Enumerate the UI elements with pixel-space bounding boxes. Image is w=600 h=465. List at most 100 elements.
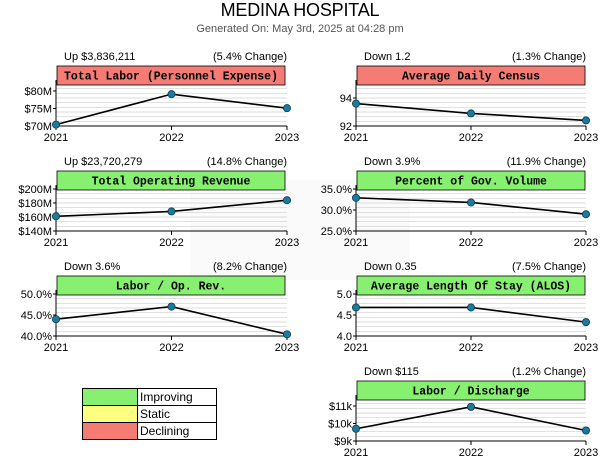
x-tick-label: 2021 xyxy=(344,342,368,354)
chart-title: Average Daily Census xyxy=(402,71,540,84)
data-point xyxy=(167,90,176,99)
data-point xyxy=(52,212,61,221)
chart-panel: Down 3.6% (8.2% Change) Labor / Op. Rev. 50… xyxy=(21,261,299,354)
data-point xyxy=(351,99,360,108)
change-label: Down 0.35 xyxy=(364,261,417,273)
y-tick-label: 50.0% xyxy=(21,289,52,301)
x-tick-label: 2023 xyxy=(275,342,299,354)
data-point xyxy=(466,303,475,312)
data-point xyxy=(466,198,475,207)
title-banner xyxy=(56,275,286,296)
data-point xyxy=(282,330,291,339)
legend-label-static: Static xyxy=(137,405,217,423)
chart-title: Total Operating Revenue xyxy=(92,176,251,189)
y-tick-label: 30.0% xyxy=(321,205,352,217)
percent-change-label: (8.2% Change) xyxy=(213,261,287,273)
y-tick-label: $70M xyxy=(24,121,52,133)
data-point xyxy=(466,109,475,118)
percent-change-label: (1.2% Change) xyxy=(512,366,586,378)
chart-title: Average Length Of Stay (ALOS) xyxy=(371,281,571,294)
chart-title: Total Labor (Personnel Expense) xyxy=(64,71,278,84)
data-point xyxy=(582,426,591,435)
grid xyxy=(56,298,287,332)
data-point xyxy=(351,424,360,433)
legend-row-static: Static xyxy=(82,405,217,423)
data-point xyxy=(167,302,176,311)
y-tick-label: $160M xyxy=(18,212,52,224)
y-tick-label: $140M xyxy=(18,226,52,238)
x-tick-label: 2022 xyxy=(459,447,483,459)
x-tick-label: 2021 xyxy=(344,237,368,249)
y-tick-label: 4.0 xyxy=(337,331,352,343)
chart-title: Percent of Gov. Volume xyxy=(395,176,547,189)
y-tick-label: 35.0% xyxy=(321,184,352,196)
legend-label-improving: Improving xyxy=(137,388,217,406)
legend-swatch-declining xyxy=(82,422,138,440)
legend-swatch-static xyxy=(82,405,138,423)
data-point xyxy=(282,196,291,205)
x-tick-label: 2022 xyxy=(159,237,183,249)
x-tick-label: 2022 xyxy=(159,342,183,354)
y-tick-label: 5.0 xyxy=(337,289,352,301)
y-tick-label: $10k xyxy=(328,419,352,431)
change-label: Down $115 xyxy=(364,366,419,378)
title-banner xyxy=(356,380,586,401)
page-title: MEDINA HOSPITAL xyxy=(220,0,380,20)
x-tick-label: 2023 xyxy=(574,342,598,354)
watermark-logo xyxy=(190,180,410,280)
y-tick-label: 40.0% xyxy=(21,331,52,343)
data-point xyxy=(582,210,591,219)
x-tick-label: 2022 xyxy=(159,132,183,144)
data-point xyxy=(582,116,591,125)
y-tick-label: $180M xyxy=(18,198,52,210)
series-line xyxy=(55,305,288,336)
legend-label-declining: Declining xyxy=(137,422,217,440)
data-point xyxy=(167,207,176,216)
y-tick-label: 4.5 xyxy=(337,310,352,322)
change-label: Down 3.9% xyxy=(364,156,420,168)
chart-panel: Up $23,720,279 (14.8% Change) Total Operat… xyxy=(18,156,299,249)
chart-panel: Down 3.9% (11.9% Change) Percent of Gov. V… xyxy=(321,156,598,249)
y-tick-label: 92 xyxy=(340,121,352,133)
x-tick-label: 2021 xyxy=(44,132,68,144)
data-point xyxy=(351,193,360,202)
x-tick-label: 2022 xyxy=(459,237,483,249)
legend-row-declining: Declining xyxy=(82,422,217,440)
chart-panel: Down 0.35 (7.5% Change) Average Length Of … xyxy=(337,261,599,354)
grid xyxy=(356,193,586,227)
x-tick-label: 2021 xyxy=(44,237,68,249)
title-banner xyxy=(356,170,586,191)
data-point xyxy=(282,104,291,113)
legend-row-improving: Improving xyxy=(82,388,217,406)
change-label: Up $23,720,279 xyxy=(64,156,142,168)
y-tick-label: $200M xyxy=(18,184,52,196)
x-tick-label: 2023 xyxy=(275,237,299,249)
chart-panel: Down 1.2 (1.3% Change) Average Daily Censu… xyxy=(340,51,598,144)
percent-change-label: (5.4% Change) xyxy=(213,51,287,63)
change-label: Down 1.2 xyxy=(364,51,410,63)
data-point xyxy=(52,315,61,324)
chart-panel: Up $3,836,211 (5.4% Change) Total Labor (P… xyxy=(24,51,299,144)
x-tick-label: 2022 xyxy=(459,132,483,144)
legend-swatch-improving xyxy=(82,388,138,406)
change-label: Down 3.6% xyxy=(64,261,120,273)
chart-panel: Down $115 (1.2% Change) Labor / Discharge $… xyxy=(328,366,598,459)
percent-change-label: (7.5% Change) xyxy=(512,261,586,273)
change-label: Up $3,836,211 xyxy=(64,51,135,63)
x-tick-label: 2023 xyxy=(275,132,299,144)
y-tick-label: $75M xyxy=(24,104,52,116)
percent-change-label: (14.8% Change) xyxy=(207,156,287,168)
title-banner xyxy=(356,275,586,296)
title-banner xyxy=(56,65,286,86)
chart-title: Labor / Op. Rev. xyxy=(116,281,226,294)
y-tick-label: 94 xyxy=(340,93,352,105)
percent-change-label: (1.3% Change) xyxy=(512,51,586,63)
y-tick-label: $11k xyxy=(329,401,353,413)
x-tick-label: 2022 xyxy=(459,342,483,354)
data-point xyxy=(466,402,475,411)
y-tick-label: 25.0% xyxy=(321,226,352,238)
data-point xyxy=(52,120,61,129)
legend: Improving Static Declining xyxy=(82,388,217,440)
title-banner xyxy=(356,65,586,86)
